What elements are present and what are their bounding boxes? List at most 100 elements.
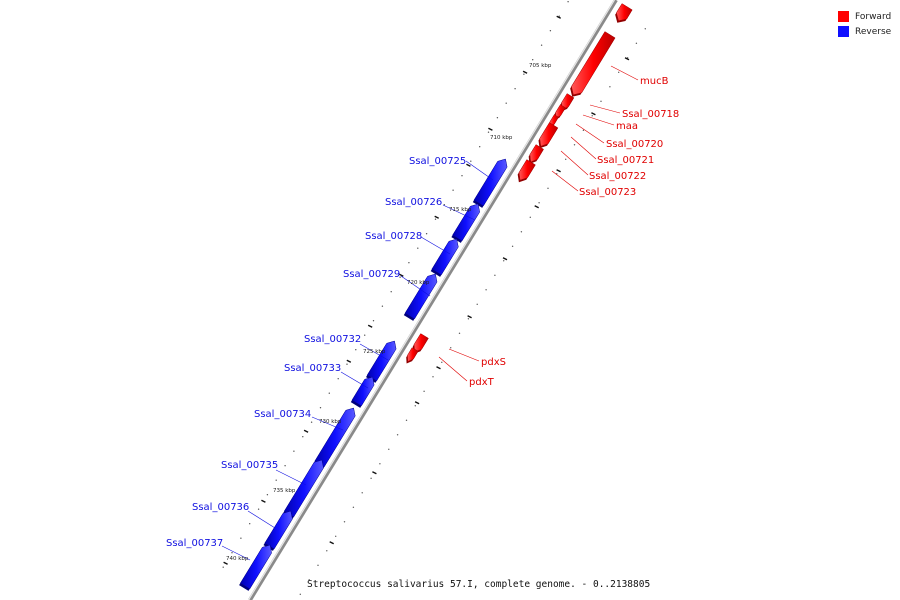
minor-tick [388, 448, 390, 450]
minor-tick [565, 158, 567, 160]
minor-tick [520, 231, 523, 233]
gene-Ssal_00721[interactable] [539, 122, 559, 147]
minor-tick [381, 305, 384, 307]
minor-tick [467, 318, 470, 320]
minor-tick [372, 320, 375, 322]
gene-label-Ssal_00732[interactable]: Ssal_00732 [304, 334, 361, 345]
gene-Ssal_00732[interactable] [366, 340, 397, 382]
major-tick [502, 257, 508, 261]
minor-tick [644, 28, 646, 30]
major-tick [434, 215, 440, 219]
gene-label-pdxS[interactable]: pdxS [481, 357, 506, 368]
minor-tick [310, 421, 313, 423]
gene-Ssal_00728[interactable] [431, 238, 459, 276]
minor-tick [249, 523, 251, 525]
major-tick [346, 359, 352, 363]
minor-tick [600, 100, 602, 103]
backbone [247, 0, 618, 600]
legend-reverse: Reverse [838, 24, 891, 39]
leader-line [448, 348, 480, 362]
minor-tick [231, 552, 233, 554]
minor-tick [319, 407, 322, 409]
minor-tick [364, 334, 366, 336]
genes-layer [239, 3, 633, 591]
gene-label-Ssal_00720[interactable]: Ssal_00720 [606, 139, 663, 150]
gene-label-maa[interactable]: maa [616, 121, 638, 132]
major-tick [303, 429, 309, 433]
gene-label-Ssal_00723[interactable]: Ssal_00723 [579, 187, 636, 198]
major-tick [591, 112, 596, 116]
major-tick [223, 561, 228, 565]
minor-tick [337, 378, 339, 380]
gene-label-Ssal_00735[interactable]: Ssal_00735 [221, 460, 278, 471]
gene-mucB[interactable] [571, 31, 616, 96]
label-leaders [221, 65, 639, 561]
minor-tick [567, 1, 569, 3]
leader-line [442, 204, 476, 221]
minor-tick [222, 566, 224, 568]
minor-ticks [222, 1, 646, 595]
minor-tick [326, 550, 328, 552]
minor-tick [432, 376, 434, 378]
minor-tick [538, 202, 540, 204]
gene-Ssal_00736[interactable] [264, 510, 293, 550]
minor-tick [529, 216, 531, 218]
leader-line [359, 343, 389, 361]
gene-label-Ssal_00733[interactable]: Ssal_00733 [284, 363, 341, 374]
legend-reverse-label: Reverse [855, 26, 892, 37]
gene-Ssal_00737[interactable] [240, 544, 272, 590]
minor-tick [408, 262, 410, 264]
gene-Ssal_00725[interactable] [473, 158, 508, 207]
gene-label-Ssal_00729[interactable]: Ssal_00729 [343, 269, 400, 280]
minor-tick [450, 347, 452, 349]
gene-label-Ssal_00737[interactable]: Ssal_00737 [166, 538, 223, 549]
minor-tick [476, 303, 478, 305]
minor-tick [317, 564, 319, 566]
gene-label-Ssal_00726[interactable]: Ssal_00726 [385, 197, 442, 208]
minor-tick [532, 59, 534, 61]
major-tick [488, 127, 493, 131]
minor-tick [299, 593, 301, 595]
major-tick [467, 315, 472, 319]
gene-label-Ssal_00728[interactable]: Ssal_00728 [365, 231, 422, 242]
minor-tick [505, 102, 507, 104]
gene-unnamed[interactable] [616, 3, 633, 22]
gene-pdxT[interactable] [407, 347, 419, 362]
gene-label-Ssal_00721[interactable]: Ssal_00721 [597, 155, 654, 166]
gene-label-Ssal_00734[interactable]: Ssal_00734 [254, 409, 311, 420]
legend-forward: Forward [838, 9, 891, 24]
minor-tick [549, 30, 552, 32]
minor-tick [582, 129, 585, 131]
gene-label-pdxT[interactable]: pdxT [469, 377, 495, 388]
gene-Ssal_00722[interactable] [529, 144, 544, 163]
gene-label-mucB[interactable]: mucB [640, 76, 669, 87]
minor-tick [573, 144, 576, 146]
minor-tick [308, 579, 310, 581]
minor-tick [240, 537, 242, 539]
leader-line [551, 170, 579, 192]
gene-label-Ssal_00736[interactable]: Ssal_00736 [192, 502, 249, 513]
leader-line [311, 416, 344, 431]
major-tick [398, 273, 404, 277]
leader-line [575, 123, 605, 144]
minor-tick [257, 508, 260, 510]
leader-line [247, 510, 276, 529]
gene-Ssal_00723[interactable] [518, 159, 536, 181]
minor-tick [328, 392, 330, 394]
gene-label-Ssal_00725[interactable]: Ssal_00725 [409, 156, 466, 167]
minor-tick [591, 115, 593, 117]
gene-label-Ssal_00722[interactable]: Ssal_00722 [589, 171, 646, 182]
leader-line [465, 160, 494, 181]
gene-Ssal_00735[interactable] [283, 459, 324, 518]
gene-Ssal_00726[interactable] [452, 203, 480, 242]
gene-label-Ssal_00718[interactable]: Ssal_00718 [622, 109, 679, 120]
minor-tick [335, 535, 337, 537]
major-tick [329, 541, 335, 545]
gene-pdxS[interactable] [413, 333, 429, 353]
gene-Ssal_00729[interactable] [404, 273, 438, 320]
gene-Ssal_00733[interactable] [351, 376, 375, 407]
minor-tick [425, 233, 428, 235]
minor-tick [355, 349, 357, 351]
major-tick [624, 57, 630, 61]
